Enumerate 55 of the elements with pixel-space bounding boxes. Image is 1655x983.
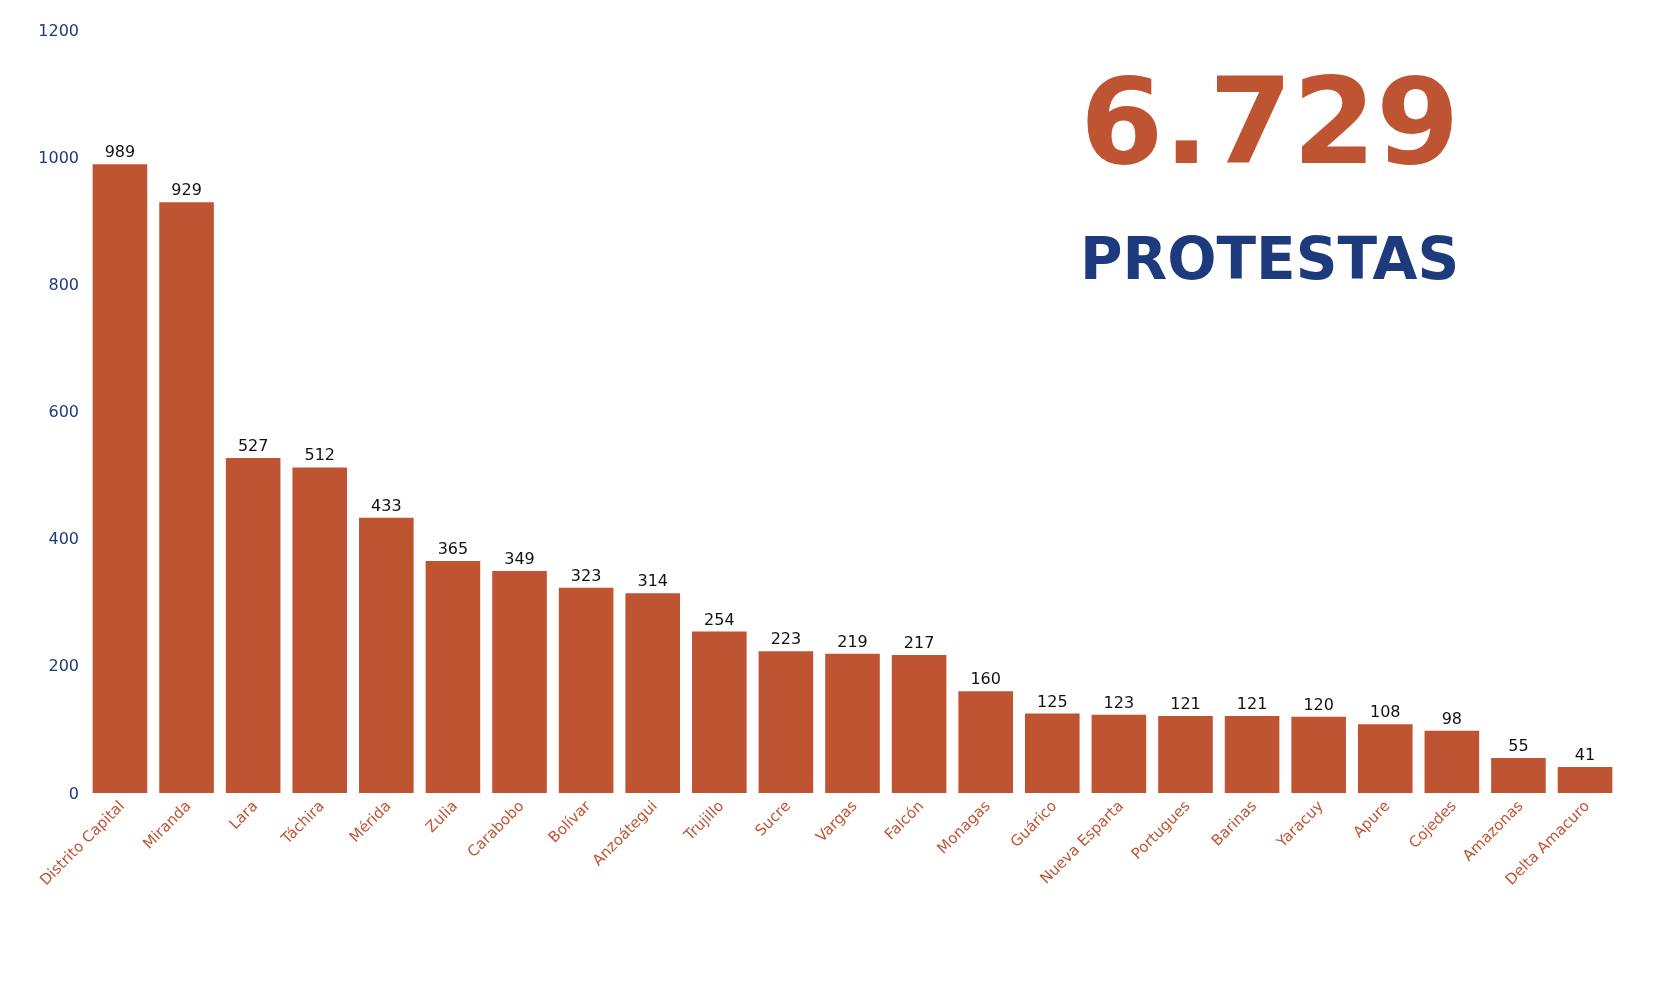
data-label: 323: [570, 565, 602, 585]
bar: [825, 653, 880, 793]
data-label: 365: [437, 538, 469, 558]
y-tick-label: 400: [48, 529, 79, 549]
data-label: 512: [304, 445, 336, 465]
bar: [359, 517, 414, 793]
bar: [692, 631, 747, 793]
bar: [225, 457, 281, 793]
data-label: 219: [837, 631, 868, 651]
y-tick-label: 0: [68, 783, 79, 803]
bar: [492, 571, 547, 793]
bar: [891, 655, 947, 793]
data-label: 55: [1508, 736, 1529, 756]
data-label: 254: [704, 609, 735, 629]
y-tick-label: 800: [48, 274, 79, 294]
data-label: 120: [1303, 694, 1334, 714]
bar: [1291, 716, 1346, 793]
data-label: 121: [1170, 694, 1201, 714]
data-label: 314: [637, 571, 668, 591]
bar: [625, 593, 681, 793]
data-label: 123: [1103, 692, 1135, 712]
bar: [1357, 724, 1413, 793]
annotation: 6.729: [1080, 52, 1460, 191]
y-tick-label: 1000: [38, 147, 79, 167]
data-label: 217: [903, 633, 935, 653]
data-label: 349: [504, 549, 535, 569]
bar: [958, 691, 1013, 793]
data-label: 160: [970, 669, 1001, 689]
y-tick-label: 600: [48, 402, 79, 422]
bar: [425, 560, 481, 793]
annotation: PROTESTAS: [1080, 225, 1460, 293]
data-label: 929: [171, 180, 202, 200]
data-label: 989: [104, 142, 136, 162]
bar: [558, 587, 614, 793]
data-label: 527: [237, 435, 269, 455]
bar: [1424, 730, 1480, 793]
y-tick-label: 1200: [38, 20, 79, 40]
data-label: 121: [1236, 694, 1268, 714]
bar: [1224, 716, 1280, 793]
bar: [292, 467, 348, 793]
data-label: 223: [770, 629, 802, 649]
data-label: 98: [1441, 708, 1463, 728]
bar: [758, 651, 814, 793]
bar: [159, 202, 214, 793]
y-tick-label: 200: [48, 656, 79, 676]
data-label: 108: [1369, 702, 1401, 722]
bar: [92, 164, 148, 793]
bar: [1024, 713, 1080, 793]
bar: [1158, 716, 1213, 793]
data-label: 433: [371, 495, 402, 515]
bar: [1491, 758, 1546, 793]
bar: [1557, 766, 1613, 793]
data-label: 125: [1037, 691, 1068, 711]
data-label: 41: [1574, 744, 1596, 764]
bar: [1091, 714, 1147, 793]
